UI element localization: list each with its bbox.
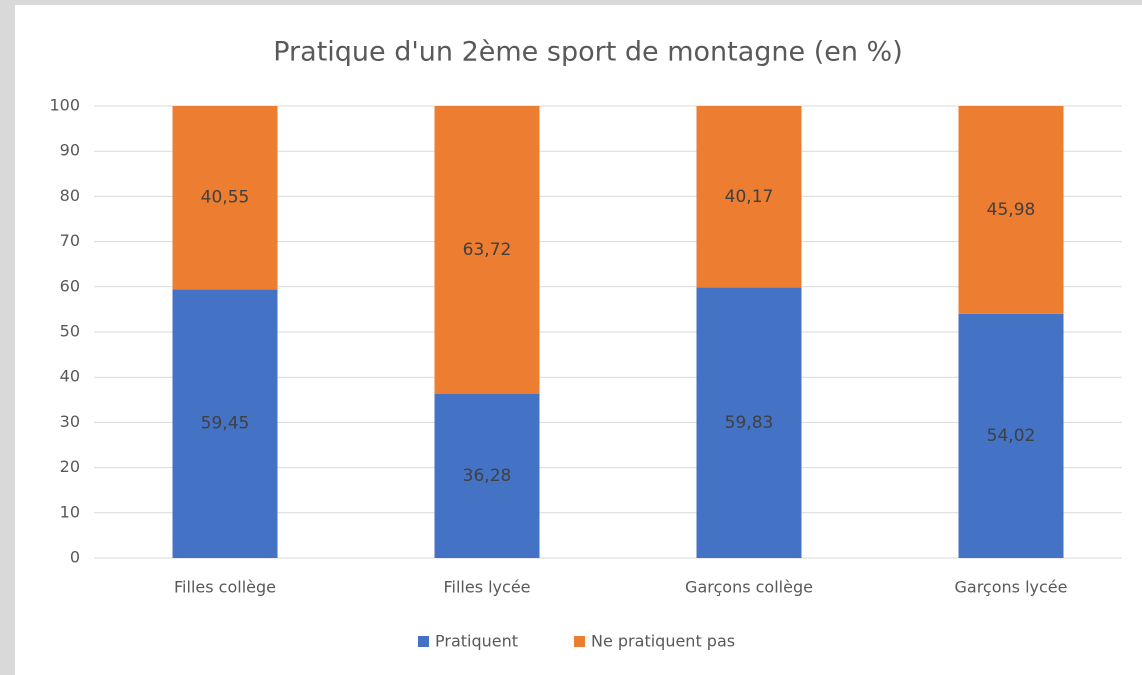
x-tick-label: Garçons lycée (955, 578, 1068, 597)
legend-swatch (418, 636, 429, 647)
x-tick-label: Garçons collège (685, 578, 813, 597)
bar-segment (172, 106, 278, 290)
data-label: 40,17 (725, 187, 774, 207)
y-tick-label: 90 (60, 141, 80, 160)
x-tick-label: Filles collège (174, 578, 276, 597)
data-label: 54,02 (987, 426, 1036, 446)
y-tick-label: 30 (60, 412, 80, 431)
bar-segment (172, 289, 278, 558)
y-tick-label: 100 (49, 96, 80, 115)
data-label: 45,98 (987, 200, 1036, 220)
bar-segment (434, 106, 540, 395)
y-tick-label: 40 (60, 367, 80, 386)
bar-segment (958, 313, 1064, 558)
legend-label: Pratiquent (435, 632, 518, 651)
data-label: 59,45 (201, 414, 250, 434)
chart-title: Pratique d'un 2ème sport de montagne (en… (273, 37, 903, 68)
y-tick-label: 60 (60, 276, 80, 295)
y-tick-label: 10 (60, 502, 80, 521)
legend-label: Ne pratiquent pas (591, 632, 735, 651)
y-tick-label: 20 (60, 457, 80, 476)
bar-segment (434, 394, 540, 558)
data-label: 63,72 (463, 240, 512, 260)
y-tick-label: 80 (60, 186, 80, 205)
x-tick-label: Filles lycée (443, 578, 530, 597)
bar-segment (696, 106, 802, 288)
data-label: 59,83 (725, 413, 774, 433)
y-tick-label: 0 (70, 548, 80, 567)
y-tick-label: 50 (60, 322, 80, 341)
y-tick-label: 70 (60, 231, 80, 250)
bar-segment (958, 106, 1064, 314)
legend-swatch (574, 636, 585, 647)
data-label: 40,55 (201, 188, 250, 208)
data-label: 36,28 (463, 466, 512, 486)
bar-segment (696, 287, 802, 558)
